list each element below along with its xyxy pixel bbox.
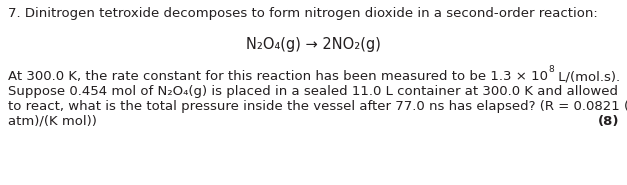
- Text: to react, what is the total pressure inside the vessel after 77.0 ns has elapsed: to react, what is the total pressure ins…: [8, 100, 627, 113]
- Text: atm)/(K mol)): atm)/(K mol)): [8, 115, 97, 128]
- Text: (8): (8): [598, 115, 619, 128]
- Text: At 300.0 K, the rate constant for this reaction has been measured to be 1.3 × 10: At 300.0 K, the rate constant for this r…: [8, 70, 548, 83]
- Text: Suppose 0.454 mol of N₂O₄(g) is placed in a sealed 11.0 L container at 300.0 K a: Suppose 0.454 mol of N₂O₄(g) is placed i…: [8, 85, 618, 98]
- Text: N₂O₄(g) → 2NO₂(g): N₂O₄(g) → 2NO₂(g): [246, 37, 381, 52]
- Text: 7. Dinitrogen tetroxide decomposes to form nitrogen dioxide in a second-order re: 7. Dinitrogen tetroxide decomposes to fo…: [8, 7, 598, 20]
- Text: 8: 8: [548, 65, 554, 74]
- Text: L/(mol.s).: L/(mol.s).: [554, 70, 620, 83]
